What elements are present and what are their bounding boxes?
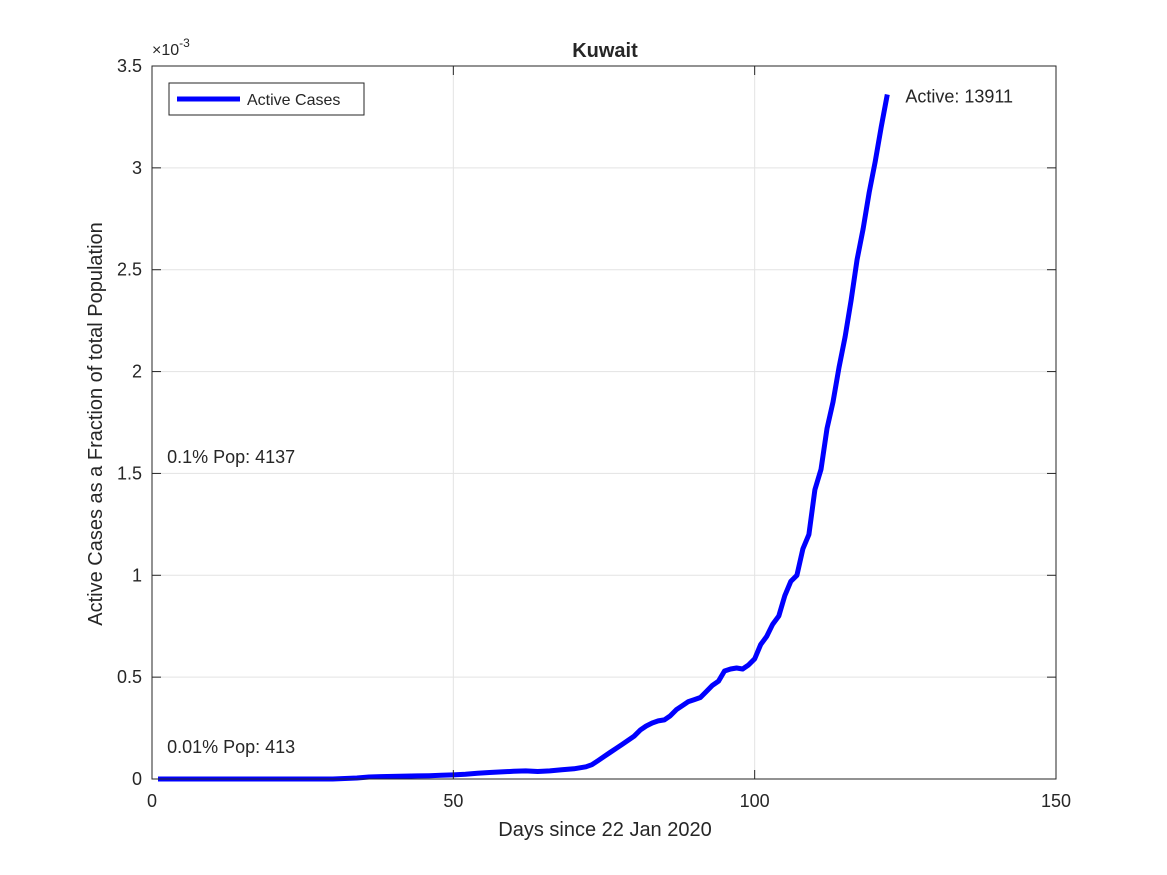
y-tick-label: 3 xyxy=(132,158,142,178)
y-exponent-base: ×10 xyxy=(152,42,179,59)
x-axis-label: Days since 22 Jan 2020 xyxy=(498,819,711,841)
y-tick-label: 3.5 xyxy=(117,56,142,76)
y-axis-exponent: ×10-3 xyxy=(152,36,190,59)
x-tick-label: 50 xyxy=(443,791,463,811)
legend: Active Cases xyxy=(168,82,365,116)
annotation-0: Active: 13911 xyxy=(905,87,1013,107)
x-tick-label: 0 xyxy=(147,791,157,811)
y-tick-label: 2.5 xyxy=(117,260,142,280)
y-tick-label: 2 xyxy=(132,362,142,382)
series-lines xyxy=(158,94,890,782)
annotation-1: 0.1% Pop: 4137 xyxy=(167,447,295,467)
y-tick-label: 0 xyxy=(132,769,142,789)
y-tick-label: 0.5 xyxy=(117,667,142,687)
x-tick-label: 100 xyxy=(740,791,770,811)
y-tick-label: 1.5 xyxy=(117,463,142,483)
axis-ticks xyxy=(151,65,1057,780)
annotation-2: 0.01% Pop: 413 xyxy=(167,737,295,757)
y-exponent-power: -3 xyxy=(179,36,190,50)
series-line-0 xyxy=(158,94,890,782)
tick-labels: 0 50 100 150 0 0.5 1 1.5 2 2.5 3 3.5 xyxy=(117,56,1071,811)
annotations: Active: 13911 0.1% Pop: 4137 0.01% Pop: 41… xyxy=(167,87,1013,757)
legend-box xyxy=(168,82,365,116)
axes-box xyxy=(151,65,1057,780)
chart-title: Kuwait xyxy=(572,40,638,62)
y-axis-label: Active Cases as a Fraction of total Popu… xyxy=(85,222,107,626)
grid-lines xyxy=(151,65,1057,780)
x-tick-label: 150 xyxy=(1041,791,1071,811)
legend-label-active-cases: Active Cases xyxy=(247,92,340,109)
y-tick-label: 1 xyxy=(132,565,142,585)
